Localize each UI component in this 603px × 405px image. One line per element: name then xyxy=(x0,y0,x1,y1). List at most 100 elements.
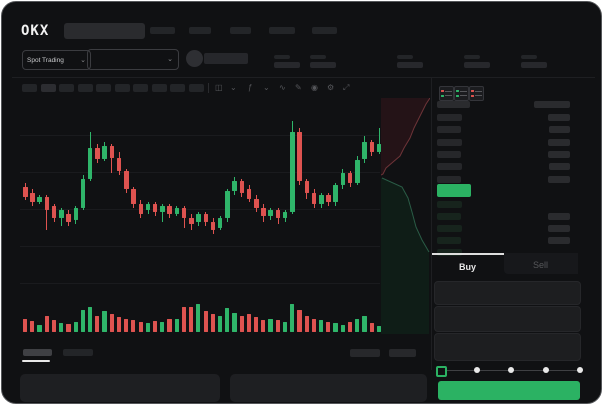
bid-price-placeholder[interactable] xyxy=(437,225,462,232)
buy-tab[interactable]: Buy xyxy=(432,253,504,276)
header-divider xyxy=(12,77,595,78)
candle xyxy=(87,147,93,179)
ask-price-placeholder[interactable] xyxy=(437,163,462,171)
okx-logo[interactable]: OKX xyxy=(21,23,50,39)
candle xyxy=(196,214,201,222)
timeframe-button[interactable] xyxy=(114,84,130,92)
total-input[interactable] xyxy=(434,333,581,361)
chevron-down-icon[interactable]: ⌄ xyxy=(230,83,237,92)
nav-item-placeholder[interactable] xyxy=(150,27,175,34)
pair-selector-dropdown[interactable]: ⌄ xyxy=(87,49,179,70)
volume-bar xyxy=(304,315,309,332)
brush-icon[interactable]: ✎ xyxy=(295,83,302,92)
bid-amount-placeholder[interactable] xyxy=(548,213,570,220)
ask-amount-placeholder[interactable] xyxy=(548,150,570,158)
price-input[interactable] xyxy=(434,281,581,305)
sell-tab[interactable]: Sell xyxy=(504,253,578,274)
chart-scale-button[interactable] xyxy=(389,349,416,357)
amount-input[interactable] xyxy=(434,306,581,332)
nav-item-placeholder[interactable] xyxy=(269,27,295,34)
candle xyxy=(174,208,180,215)
volume-bar xyxy=(66,323,71,332)
coin-avatar xyxy=(186,50,203,67)
buy-submit-button[interactable] xyxy=(438,381,580,400)
stat-value-placeholder xyxy=(397,62,423,68)
timeframe-button[interactable] xyxy=(96,84,111,92)
ask-price-placeholder[interactable] xyxy=(437,175,461,183)
camera-icon[interactable]: ◉ xyxy=(311,83,318,92)
timeframe-button[interactable] xyxy=(188,84,204,92)
candle xyxy=(355,159,360,183)
candle xyxy=(210,221,216,230)
bid-price-placeholder[interactable] xyxy=(437,249,462,256)
ask-price-placeholder[interactable] xyxy=(437,114,462,121)
stat-label-placeholder xyxy=(521,55,537,59)
timeframe-button[interactable] xyxy=(22,84,37,92)
volume-bar xyxy=(210,314,215,332)
line-tool-icon[interactable]: ∿ xyxy=(279,83,286,92)
slider-stop-dot[interactable] xyxy=(577,367,583,373)
bid-amount-placeholder[interactable] xyxy=(548,225,570,232)
ask-price-placeholder[interactable] xyxy=(437,138,462,146)
ask-amount-placeholder[interactable] xyxy=(548,175,570,183)
last-price-badge[interactable] xyxy=(437,184,471,197)
slider-stop-dot[interactable] xyxy=(508,367,514,373)
stat-label-placeholder xyxy=(464,55,480,59)
candle xyxy=(102,145,107,160)
book-both-icon[interactable] xyxy=(439,86,454,101)
volume-bar xyxy=(37,324,42,332)
bid-price-placeholder[interactable] xyxy=(437,213,461,220)
chart-type-icon[interactable]: ◫ xyxy=(215,83,223,92)
ask-amount-placeholder[interactable] xyxy=(549,163,570,171)
chart-range-button[interactable] xyxy=(350,349,380,357)
book-bids-icon[interactable] xyxy=(454,86,469,101)
nav-item-placeholder[interactable] xyxy=(230,27,251,34)
chevron-down-icon[interactable]: ⌄ xyxy=(263,83,270,92)
chart-bottom-tab[interactable] xyxy=(63,349,93,356)
candle xyxy=(145,204,151,211)
slider-stop-dot[interactable] xyxy=(473,367,480,373)
candle xyxy=(80,179,86,209)
indicators-icon[interactable]: ƒ xyxy=(248,83,253,92)
bid-amount-placeholder[interactable] xyxy=(548,237,570,244)
bid-price-placeholder[interactable] xyxy=(437,237,461,244)
amount-slider-handle[interactable] xyxy=(436,366,447,377)
volume-bar xyxy=(254,317,259,332)
nav-item-placeholder[interactable] xyxy=(312,27,337,34)
timeframe-button[interactable] xyxy=(40,84,56,92)
settings-icon[interactable]: ⚙ xyxy=(327,83,335,92)
volume-bar xyxy=(326,321,331,332)
volume-bar xyxy=(268,318,273,332)
candle xyxy=(95,147,100,160)
book-asks-icon[interactable] xyxy=(469,86,484,101)
search-input[interactable] xyxy=(64,23,145,39)
sell-tab-label: Sell xyxy=(533,260,549,270)
timeframe-button[interactable] xyxy=(77,84,93,92)
ask-amount-placeholder[interactable] xyxy=(548,114,570,121)
candle xyxy=(304,180,310,193)
candle xyxy=(362,141,367,160)
slider-stop-dot[interactable] xyxy=(542,367,549,373)
timeframe-button[interactable] xyxy=(133,84,148,92)
volume-bar xyxy=(275,320,280,332)
nav-item-placeholder[interactable] xyxy=(189,27,211,34)
volume-bar xyxy=(340,324,345,332)
timeframe-button[interactable] xyxy=(151,84,167,92)
volume-bar xyxy=(23,318,28,332)
timeframe-button[interactable] xyxy=(170,84,185,92)
ask-price-placeholder[interactable] xyxy=(437,126,461,134)
grid-line xyxy=(20,209,380,210)
spot-trading-dropdown[interactable]: Spot Trading ⌄ xyxy=(22,50,91,70)
bid-price-placeholder[interactable] xyxy=(437,201,462,208)
ask-amount-placeholder[interactable] xyxy=(549,126,570,134)
ask-price-placeholder[interactable] xyxy=(437,150,461,158)
candle xyxy=(138,204,144,215)
chart-bottom-tab-active[interactable] xyxy=(23,349,52,356)
timeframe-button[interactable] xyxy=(59,84,74,92)
panel-divider xyxy=(431,78,432,370)
fullscreen-icon[interactable]: ⤢ xyxy=(343,83,350,92)
ask-amount-placeholder[interactable] xyxy=(548,138,570,146)
candle xyxy=(66,214,71,222)
candle xyxy=(73,208,79,220)
